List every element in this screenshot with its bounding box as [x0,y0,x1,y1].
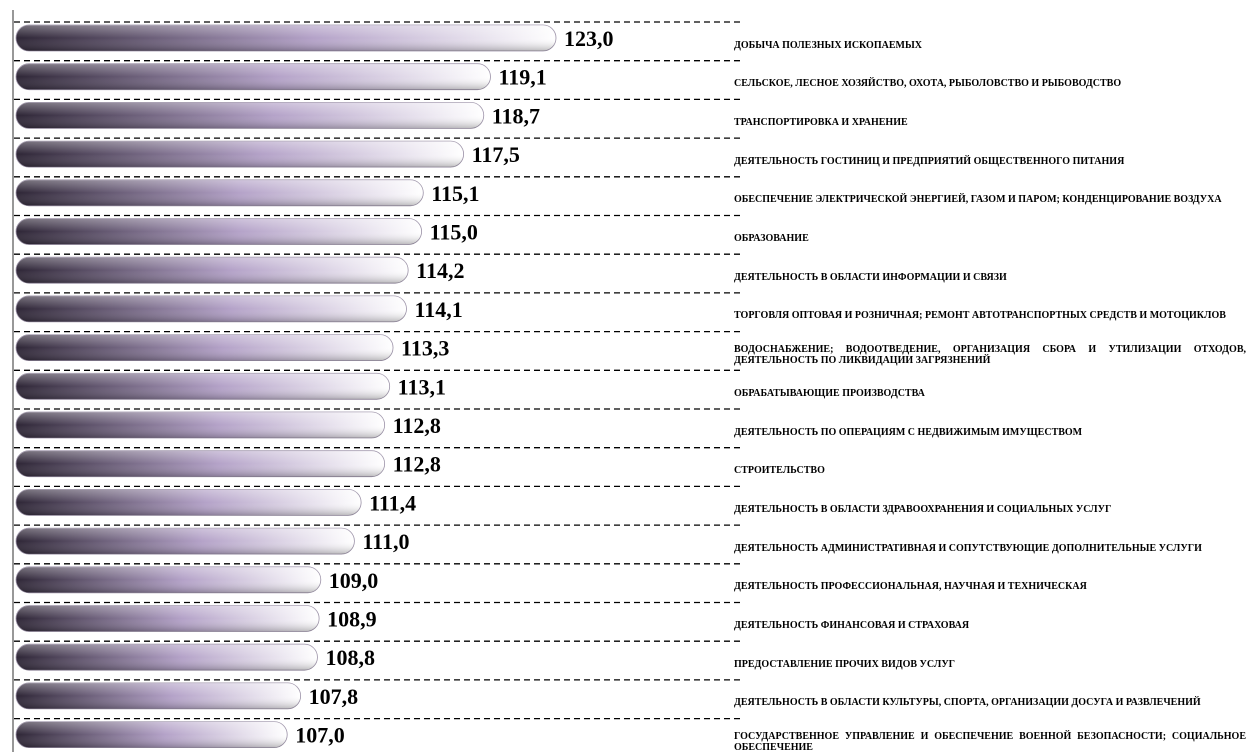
value-label: 113,3 [401,336,449,361]
value-label: 111,0 [362,529,409,554]
value-label: 108,8 [325,645,375,670]
value-label: 118,7 [492,103,540,128]
category-label: СЕЛЬСКОЕ, ЛЕСНОЕ ХОЗЯЙСТВО, ОХОТА, РЫБОЛ… [734,78,1122,90]
bars [15,24,557,748]
bar-shading [16,295,407,322]
category-label: ДЕЯТЕЛЬНОСТЬ ПО ОПЕРАЦИЯМ С НЕДВИЖИМЫМ И… [734,426,1083,438]
bar-shading [16,489,362,516]
category-label: ДОБЫЧА ПОЛЕЗНЫХ ИСКОПАЕМЫХ [734,39,922,51]
bar-shading [16,450,385,477]
value-label: 115,0 [430,220,478,245]
bar-shading [16,412,385,438]
category-label: ОБЕСПЕЧЕНИЕ ЭЛЕКТРИЧЕСКОЙ ЭНЕРГИЕЙ, ГАЗО… [734,194,1222,206]
bar-shading [16,373,390,400]
bar-shading [16,102,484,129]
value-label: 113,1 [398,374,446,399]
category-label: ДЕЯТЕЛЬНОСТЬ АДМИНИСТРАТИВНАЯ И СОПУТСТВ… [734,542,1202,554]
value-label: 115,1 [431,181,479,206]
value-label: 119,1 [498,65,546,90]
bar-shading [16,682,301,709]
category-label: ОБРАЗОВАНИЕ [734,233,809,244]
bar-shading [16,141,464,168]
bar-shading [16,218,422,245]
bar-shading [16,63,491,90]
category-label: ОБРАБАТЫВАЮЩИЕ ПРОИЗВОДСТВА [734,387,925,399]
bar-shading [16,25,556,51]
category-label: ДЕЯТЕЛЬНОСТЬ ПРОФЕССИОНАЛЬНАЯ, НАУЧНАЯ И… [734,581,1087,593]
category-label: ВОДОСНАБЖЕНИЕ; ВОДООТВЕДЕНИЕ, ОРГАНИЗАЦИ… [734,343,1246,366]
bar-shading [16,528,355,555]
category-label: ТРАНСПОРТИРОВКА И ХРАНЕНИЕ [734,116,908,128]
value-label: 107,0 [295,723,345,748]
value-labels: 123,0 119,1 118,7 117,5 115,1 115,0 114,2 114,1… [295,26,613,748]
category-label: ДЕЯТЕЛЬНОСТЬ ГОСТИНИЦ И ПРЕДПРИЯТИЙ ОБЩЕ… [734,155,1125,167]
value-label: 112,8 [393,413,441,438]
bar-shading [16,257,409,284]
category-label: ДЕЯТЕЛЬНОСТЬ ФИНАНСОВАЯ И СТРАХОВАЯ [734,620,970,631]
value-label: 108,9 [327,607,377,632]
category-label: ДЕЯТЕЛЬНОСТЬ В ОБЛАСТИ ИНФОРМАЦИИ И СВЯЗ… [734,271,1007,283]
bar-shading [16,721,288,748]
value-label: 111,4 [369,490,416,515]
value-label: 117,5 [472,142,520,167]
bar-shading [16,605,320,632]
category-label: ДЕЯТЕЛЬНОСТЬ В ОБЛАСТИ ЗДРАВООХРАНЕНИЯ И… [734,503,1112,515]
gridlines [14,21,742,720]
category-label: ПРЕДОСТАВЛЕНИЕ ПРОЧИХ ВИДОВ УСЛУГ [734,658,956,670]
category-label: ТОРГОВЛЯ ОПТОВАЯ И РОЗНИЧНАЯ; РЕМОНТ АВТ… [734,310,1226,322]
value-label: 112,8 [393,452,441,477]
bar-shading [16,566,321,593]
value-label: 107,8 [309,684,359,709]
value-label: 114,1 [414,297,462,322]
category-label: ГОСУДАРСТВЕННОЕ УПРАВЛЕНИЕ И ОБЕСПЕЧЕНИЕ… [734,730,1246,753]
category-label: СТРОИТЕЛЬСТВО [734,465,825,477]
bar-shading [16,644,318,671]
bar-shading [16,334,394,361]
value-label: 123,0 [564,26,614,51]
bar-shading [16,179,424,206]
value-label: 114,2 [416,258,464,283]
category-label: ДЕЯТЕЛЬНОСТЬ В ОБЛАСТИ КУЛЬТУРЫ, СПОРТА,… [734,697,1201,709]
value-label: 109,0 [329,568,379,593]
